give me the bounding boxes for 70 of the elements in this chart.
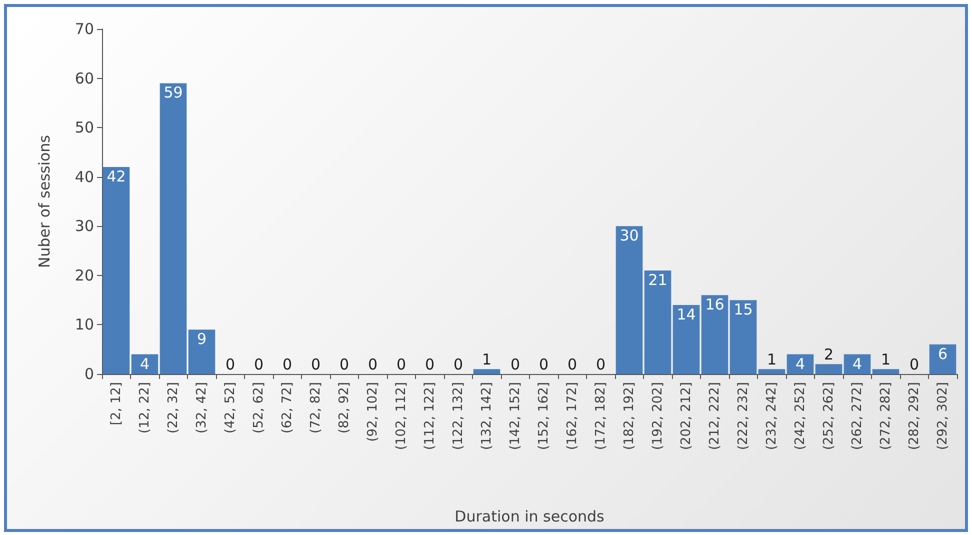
data-label: 0 (424, 356, 435, 374)
x-tick-label: (292, 302] (935, 382, 950, 450)
data-label: 1 (880, 350, 891, 369)
x-tick-label: (172, 182] (593, 382, 608, 450)
data-label: 4 (140, 354, 150, 373)
y-tick-label: 50 (74, 118, 94, 137)
x-tick-label: (52, 62] (251, 382, 266, 434)
x-tick-label: (72, 82] (308, 382, 324, 434)
y-tick-label: 30 (74, 217, 94, 236)
data-label: 6 (938, 344, 948, 363)
x-tick-label: (212, 222] (707, 382, 722, 450)
x-tick-label: (142, 152] (508, 382, 523, 450)
x-tick-label: (232, 242] (764, 382, 780, 450)
data-label: 1 (482, 350, 492, 369)
x-tick-label: (202, 212] (678, 382, 694, 450)
data-label: 4 (852, 354, 862, 373)
x-tick-label: (152, 162] (536, 382, 552, 450)
x-tick-label: (162, 172] (564, 382, 580, 450)
data-label: 0 (225, 356, 236, 374)
x-tick-label: (92, 102] (365, 382, 380, 442)
y-tick-label: 20 (74, 266, 94, 284)
x-tick-label: (242, 252] (792, 382, 808, 450)
x-tick-label: (22, 32] (166, 382, 181, 434)
x-tick-label: (272, 282] (878, 382, 894, 450)
x-tick-label: (132, 142] (479, 382, 494, 450)
x-tick-label: (122, 132] (450, 382, 466, 450)
data-label: 0 (596, 356, 606, 374)
data-label: 0 (453, 356, 464, 374)
x-tick-label: (182, 192] (622, 382, 637, 450)
x-tick-label: (262, 272] (850, 382, 865, 450)
data-label: 0 (310, 356, 321, 374)
data-label: 21 (648, 271, 668, 289)
x-tick-label: (222, 232] (736, 382, 751, 450)
y-tick-label: 0 (84, 365, 94, 383)
x-axis-title: Duration in seconds (454, 508, 605, 526)
data-label: 14 (676, 306, 696, 324)
y-tick-label: 10 (74, 316, 94, 334)
x-tick-label: (32, 42] (194, 382, 210, 434)
x-tick-label: (102, 112] (394, 382, 409, 450)
x-tick-label: (12, 22] (137, 382, 152, 434)
data-label: 16 (705, 296, 724, 314)
x-tick-label: (42, 52] (222, 382, 238, 434)
data-label: 0 (282, 356, 292, 374)
data-label: 15 (734, 300, 753, 319)
data-label: 42 (106, 168, 126, 186)
x-tick-label: (112, 122] (422, 382, 438, 450)
data-label: 4 (795, 354, 806, 373)
x-tick-label: (252, 262] (821, 382, 836, 450)
x-tick-label: (82, 92] (336, 382, 352, 434)
data-label: 0 (368, 356, 378, 374)
y-tick-label: 70 (74, 20, 94, 38)
data-label: 0 (909, 356, 920, 374)
data-label: 0 (538, 356, 549, 374)
x-tick-label: (282, 292] (906, 382, 922, 450)
data-label: 59 (164, 84, 183, 102)
data-label: 0 (339, 356, 350, 374)
data-label: 0 (510, 356, 520, 374)
x-tick-label: [2, 12] (108, 382, 124, 426)
data-label: 9 (196, 330, 207, 348)
data-label: 2 (824, 346, 834, 364)
data-label: 0 (396, 356, 406, 374)
x-tick-label: (192, 202] (650, 382, 666, 450)
y-tick-label: 40 (74, 168, 94, 186)
data-label: 1 (766, 350, 777, 369)
data-label: 0 (567, 356, 578, 374)
y-axis-title: Nuber of sessions (36, 134, 54, 268)
data-label: 30 (620, 226, 639, 245)
y-tick-label: 60 (74, 69, 94, 88)
data-label: 0 (254, 356, 264, 374)
x-tick-label: (62, 72] (280, 382, 295, 434)
